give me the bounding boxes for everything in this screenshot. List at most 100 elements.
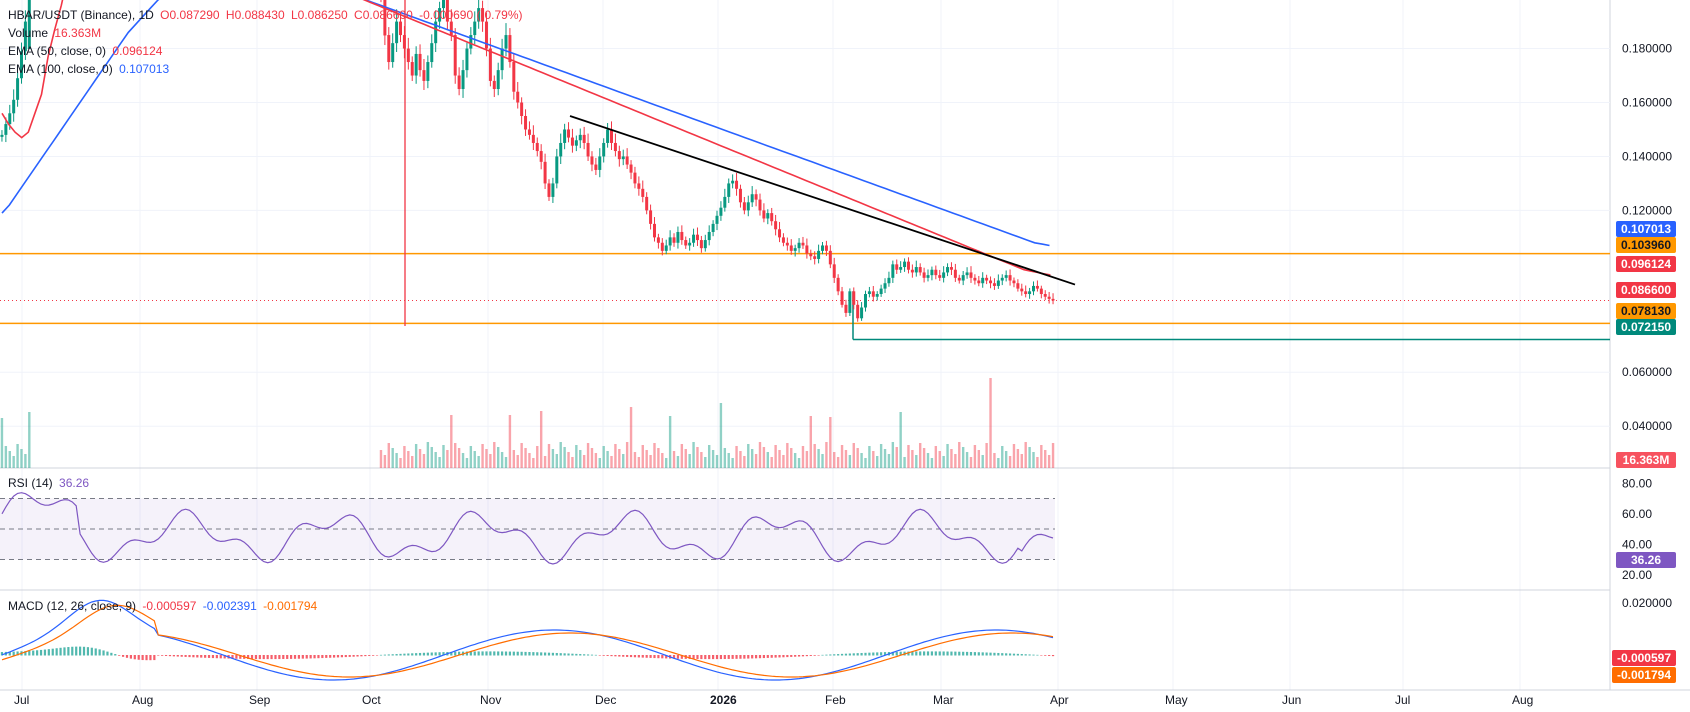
candle-body xyxy=(449,21,453,36)
volume-bar xyxy=(16,444,19,468)
macd-hist-bar xyxy=(633,655,637,658)
volume-bar xyxy=(762,447,766,468)
price-tick-label: 0.040000 xyxy=(1622,419,1672,433)
macd-hist-bar xyxy=(434,652,437,656)
macd-hist-bar xyxy=(540,652,543,656)
macd-hist-bar xyxy=(680,655,683,659)
volume-bar xyxy=(735,446,738,468)
open-value: O0.087290 xyxy=(160,8,220,22)
resistance-price-label: 0.103960 xyxy=(1615,237,1676,253)
macd-hist-bar xyxy=(55,648,58,656)
macd-hist-bar xyxy=(883,652,887,656)
volume-bar xyxy=(414,444,418,468)
macd-hist-bar xyxy=(399,653,402,656)
candle-body xyxy=(23,21,27,52)
candle-body xyxy=(735,180,739,189)
macd-hist-bar xyxy=(274,655,277,660)
candle-body xyxy=(457,75,461,90)
candle-body xyxy=(684,240,688,246)
macd-hist-bar xyxy=(747,655,750,659)
candle-body xyxy=(633,172,637,184)
volume-bar xyxy=(454,443,457,468)
candle-body xyxy=(832,264,836,278)
volume-bar xyxy=(391,448,394,468)
candle-body xyxy=(598,156,602,170)
volume-bar xyxy=(958,442,961,468)
macd-hist-bar xyxy=(395,654,398,656)
candle-body xyxy=(594,164,598,170)
candle-body xyxy=(430,43,434,63)
macd-hist-bar xyxy=(196,655,199,658)
candle-body xyxy=(524,115,528,130)
macd-hist-bar xyxy=(856,653,859,656)
candle-body xyxy=(711,223,715,232)
macd-hist-bar xyxy=(770,655,773,658)
candle-body xyxy=(797,242,801,249)
macd-hist-bar xyxy=(719,655,723,660)
candle-body xyxy=(610,129,614,143)
volume-bar xyxy=(876,456,879,468)
macd-hist-bar xyxy=(465,651,469,656)
macd-hist-bar xyxy=(860,652,863,656)
macd-hist-bar xyxy=(497,651,500,656)
ema100-label: EMA (100, close, 0) xyxy=(8,62,113,76)
macd-legend[interactable]: MACD (12, 26, close, 9) -0.000597 -0.002… xyxy=(8,598,320,615)
candle-body xyxy=(840,291,844,305)
volume-bar xyxy=(481,444,484,468)
macd-hist-bar xyxy=(118,655,121,656)
candle-body xyxy=(1012,280,1016,284)
price-tick-label: 0.180000 xyxy=(1622,42,1672,56)
macd-hist-bar xyxy=(47,649,50,656)
candle-body xyxy=(863,294,867,308)
volume-bar xyxy=(985,443,988,468)
macd-hist-bar xyxy=(141,655,144,661)
volume-bar xyxy=(680,444,684,468)
ema50-legend[interactable]: EMA (50, close, 0) 0.096124 xyxy=(8,43,165,60)
macd-hist-bar xyxy=(805,655,808,657)
volume-bar xyxy=(1008,456,1012,468)
ema100-legend[interactable]: EMA (100, close, 0) 0.107013 xyxy=(8,61,172,78)
candle-body xyxy=(957,277,961,281)
last-price-label: 0.086600 xyxy=(1615,282,1676,298)
time-tick-label: May xyxy=(1165,693,1188,707)
volume-bar xyxy=(606,451,609,468)
macd-hist-bar xyxy=(532,652,535,656)
time-tick-label: Sep xyxy=(249,693,271,707)
macd-hist-bar xyxy=(848,653,851,656)
candle-body xyxy=(621,156,625,160)
candle-body xyxy=(781,237,785,243)
macd-hist-bar xyxy=(676,655,680,659)
candle-body xyxy=(441,0,445,9)
rsi-legend[interactable]: RSI (14) 36.26 xyxy=(8,475,92,492)
macd-hist-bar xyxy=(28,650,31,656)
macd-hist-bar xyxy=(645,655,648,658)
macd-hist-bar xyxy=(797,655,801,657)
volume-legend[interactable]: Volume 16.363M xyxy=(8,25,104,42)
macd-hist-bar xyxy=(129,655,132,659)
macd-hist-bar xyxy=(622,655,625,657)
time-tick-label: Apr xyxy=(1050,693,1069,707)
macd-hist-value: -0.000597 xyxy=(142,599,197,613)
macd-hist-bar xyxy=(473,651,476,656)
volume-label: Volume xyxy=(8,26,49,40)
volume-bar xyxy=(434,452,437,468)
volume-bar xyxy=(809,416,812,468)
candle-body xyxy=(731,180,735,184)
candle-body xyxy=(453,35,457,76)
macd-hist-bar xyxy=(563,653,566,656)
symbol-name[interactable]: HBAR/USDT (Binance), 1D xyxy=(8,8,154,22)
candle-body xyxy=(867,291,871,295)
candle-body xyxy=(418,53,422,71)
volume-bar xyxy=(883,449,887,468)
macd-hist-bar xyxy=(458,651,461,656)
macd-hist-bar xyxy=(926,651,930,656)
macd-hist-bar xyxy=(809,655,812,656)
candle-body xyxy=(703,240,707,249)
macd-hist-bar xyxy=(973,652,976,656)
macd-hist-bar xyxy=(188,655,191,658)
volume-bar xyxy=(602,446,605,468)
candle-body xyxy=(828,250,832,265)
macd-hist-bar xyxy=(51,648,54,656)
macd-hist-bar xyxy=(958,651,961,656)
